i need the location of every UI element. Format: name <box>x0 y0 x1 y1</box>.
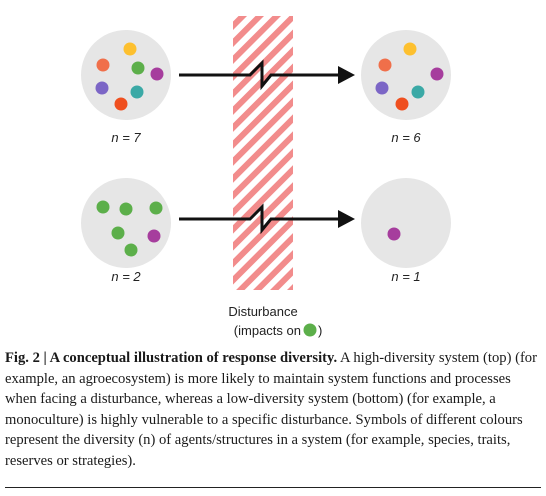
agents-top-before <box>95 42 164 111</box>
agent-dot <box>375 81 389 95</box>
system-circle-bottom-before <box>81 178 171 268</box>
arrow-bottom <box>179 203 355 235</box>
system-circle-top-after <box>361 30 451 120</box>
agent-dot <box>131 61 145 75</box>
n-label-top-before: n = 7 <box>111 130 141 145</box>
agent-dot <box>111 226 125 240</box>
agent-dot <box>150 67 164 81</box>
agent-dot <box>130 85 144 99</box>
agent-dot <box>96 58 110 72</box>
disturbance-sublabel-end: ) <box>318 323 322 338</box>
arrow-top <box>179 59 355 91</box>
agent-dot <box>95 81 109 95</box>
agent-dot <box>411 85 425 99</box>
agent-dot <box>378 58 392 72</box>
agent-dot <box>395 97 409 111</box>
agent-dot <box>149 201 163 215</box>
agents-bottom-before <box>96 200 163 257</box>
agent-dot <box>114 97 128 111</box>
agent-dot <box>119 202 133 216</box>
system-circle-bottom-after <box>361 178 451 268</box>
n-label-bottom-before: n = 2 <box>111 269 141 284</box>
system-circle-top-before <box>81 30 171 120</box>
agent-dot <box>123 42 137 56</box>
impact-agent-swatch <box>303 323 317 337</box>
n-label-bottom-after: n = 1 <box>391 269 420 284</box>
disturbance-sublabel: (impacts on <box>234 323 301 338</box>
agent-dot <box>387 227 401 241</box>
agent-dot <box>403 42 417 56</box>
agent-dot <box>430 67 444 81</box>
caption-body: A high-diversity system (top) (for examp… <box>5 350 537 469</box>
n-label-top-after: n = 6 <box>391 130 421 145</box>
caption-lead: Fig. 2 | A conceptual illustration of re… <box>5 350 338 366</box>
figure-diagram: n = 7 n = 6 n = 2 n = 1 Disturbance (imp… <box>81 16 451 338</box>
agent-dot <box>124 243 138 257</box>
agent-dot <box>96 200 110 214</box>
figure-caption: Fig. 2 | A conceptual illustration of re… <box>5 348 541 471</box>
agents-bottom-after <box>387 227 401 241</box>
disturbance-band <box>233 16 293 290</box>
bottom-rule <box>5 487 541 488</box>
agents-top-after <box>375 42 444 111</box>
disturbance-label: Disturbance <box>228 304 297 319</box>
agent-dot <box>147 229 161 243</box>
